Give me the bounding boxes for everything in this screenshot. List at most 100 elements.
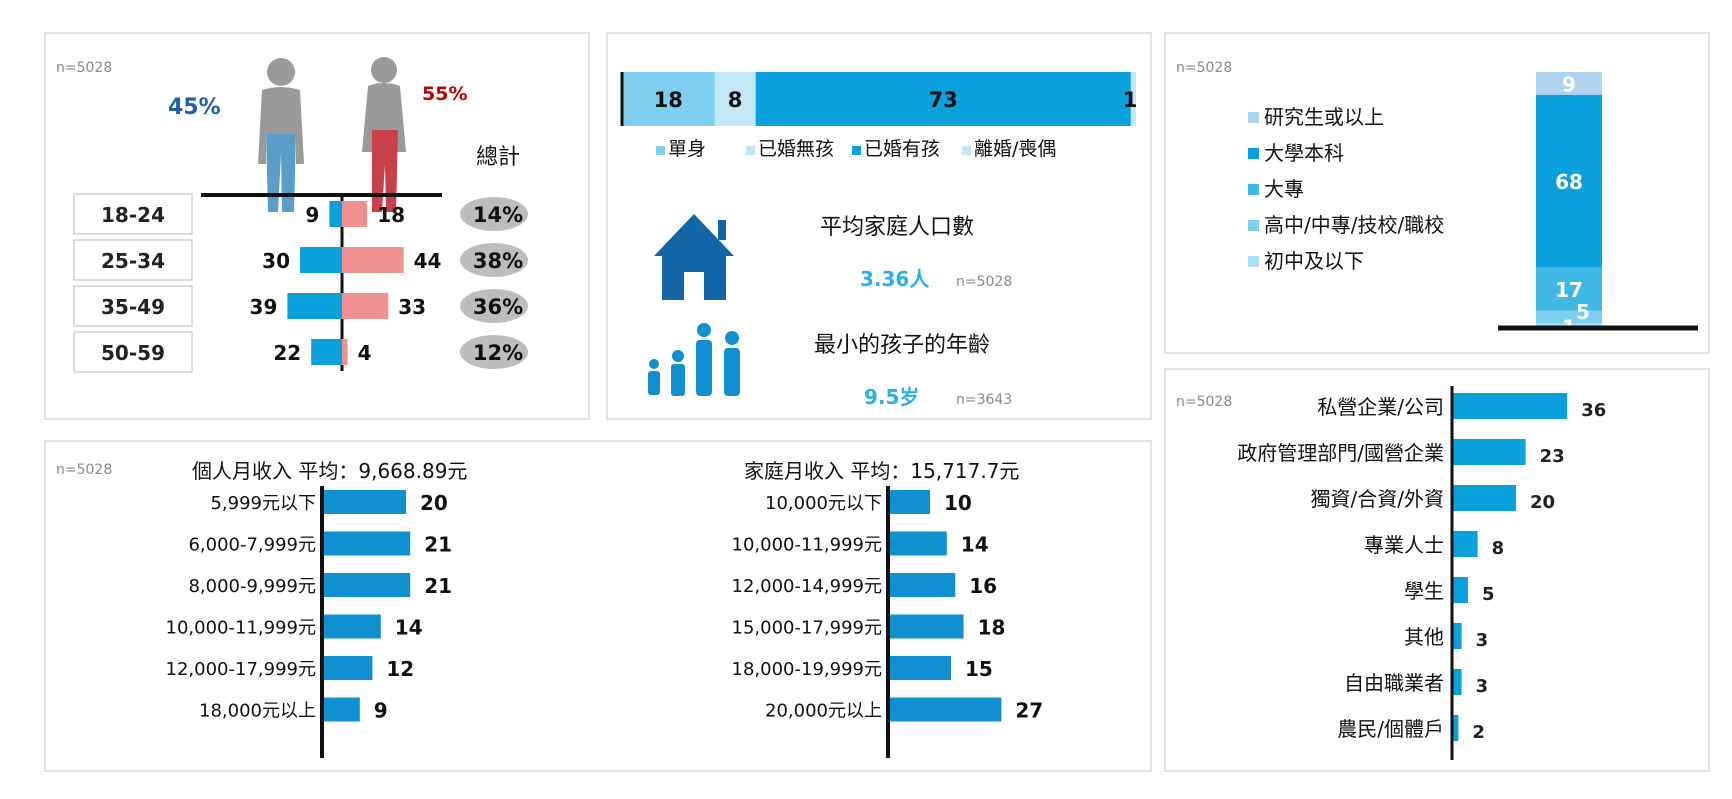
income-bar bbox=[322, 531, 411, 556]
household-income-bars: 10,000元以下 10 10,000-11,999元 14 12,000-14,999… bbox=[732, 486, 1043, 758]
education-segment-label: 17 bbox=[1555, 278, 1583, 302]
gender-age-panel: n=5028 45% 55% 總計 18-24 9 18 14% 25-34 30 44 38… bbox=[44, 32, 590, 420]
age-group-box bbox=[73, 239, 193, 281]
marital-stacked-bar: 18 8 73 1 bbox=[620, 72, 1138, 126]
income-value-label: 21 bbox=[424, 574, 452, 598]
income-bar bbox=[322, 697, 360, 722]
marital-segment-label: 1 bbox=[1123, 88, 1138, 112]
marital-segment-label: 8 bbox=[728, 88, 743, 112]
income-value-label: 18 bbox=[978, 616, 1006, 640]
occupation-bar bbox=[1452, 531, 1478, 557]
legend-label: 已婚無孩 bbox=[758, 138, 834, 160]
house-icon bbox=[654, 214, 734, 300]
legend-swatch bbox=[1248, 148, 1259, 159]
household-income-title: 家庭月收入 平均：15,717.7元 bbox=[744, 459, 1019, 483]
occupation-category-label: 獨資/合資/外資 bbox=[1311, 487, 1444, 511]
male-bar bbox=[300, 247, 342, 273]
marital-segment bbox=[755, 72, 1131, 126]
male-value-label: 39 bbox=[250, 295, 278, 319]
income-category-label: 5,999元以下 bbox=[210, 493, 316, 514]
family-icon bbox=[648, 323, 740, 396]
income-value-label: 10 bbox=[944, 491, 972, 515]
total-value-label: 38% bbox=[473, 249, 523, 273]
education-segment bbox=[1536, 267, 1602, 311]
occupation-bar bbox=[1452, 439, 1526, 465]
personal-income-bars: 5,999元以下 20 6,000-7,999元 21 8,000-9,999元 21 10… bbox=[166, 486, 452, 758]
occupation-panel: n=5028 私營企業/公司 36 政府管理部門/國營企業 23 獨資/合資/外資 20 專… bbox=[1164, 368, 1710, 772]
income-category-label: 8,000-9,999元 bbox=[188, 576, 316, 597]
income-value-label: 12 bbox=[386, 657, 414, 681]
income-category-label: 18,000元以上 bbox=[199, 701, 316, 722]
age-group-box bbox=[73, 193, 193, 235]
education-segment bbox=[1536, 310, 1602, 324]
income-bar bbox=[888, 697, 1002, 722]
sample-size-label: n=5028 bbox=[56, 462, 112, 478]
male-percent: 45% bbox=[168, 95, 221, 120]
legend-label: 大學本科 bbox=[1264, 141, 1344, 165]
income-category-label: 15,000-17,999元 bbox=[732, 618, 882, 639]
legend-label: 大專 bbox=[1264, 177, 1304, 201]
legend-label: 研究生或以上 bbox=[1264, 105, 1384, 129]
sample-size-label: n=5028 bbox=[1176, 60, 1232, 76]
income-category-label: 18,000-19,999元 bbox=[732, 659, 882, 680]
education-segment-label: 9 bbox=[1562, 72, 1576, 96]
income-bar bbox=[322, 614, 381, 639]
occupation-category-label: 政府管理部門/國營企業 bbox=[1237, 441, 1444, 465]
total-badge bbox=[460, 243, 528, 277]
avg-family-size-n: n=5028 bbox=[956, 274, 1012, 290]
occupation-category-label: 私營企業/公司 bbox=[1317, 395, 1444, 419]
female-bar bbox=[342, 293, 389, 319]
total-value-label: 14% bbox=[473, 203, 523, 227]
income-bar bbox=[888, 614, 964, 639]
male-value-label: 30 bbox=[262, 249, 290, 273]
income-value-label: 21 bbox=[424, 533, 452, 557]
legend-label: 已婚有孩 bbox=[864, 138, 940, 160]
legend-label: 離婚/喪偶 bbox=[974, 138, 1056, 160]
income-category-label: 10,000元以下 bbox=[765, 493, 882, 514]
occupation-value-label: 20 bbox=[1530, 492, 1555, 513]
income-value-label: 15 bbox=[965, 657, 993, 681]
income-bar bbox=[322, 573, 411, 597]
income-category-label: 10,000-11,999元 bbox=[732, 535, 882, 556]
total-value-label: 36% bbox=[473, 295, 523, 319]
occupation-bar bbox=[1452, 623, 1462, 649]
personal-income-title: 個人月收入 平均：9,668.89元 bbox=[192, 459, 467, 483]
female-value-label: 44 bbox=[414, 249, 442, 273]
occupation-value-label: 8 bbox=[1492, 538, 1505, 559]
occupation-bar bbox=[1452, 393, 1568, 419]
income-category-label: 12,000-14,999元 bbox=[732, 576, 882, 597]
education-panel: n=5028 研究生或以上 大學本科 大專 高中/中專/技校/職校 初中及以下 9 68 1… bbox=[1164, 32, 1710, 354]
legend-label: 初中及以下 bbox=[1264, 249, 1364, 273]
education-segment bbox=[1536, 323, 1602, 326]
marital-segment-label: 18 bbox=[654, 88, 683, 112]
total-label: 總計 bbox=[476, 145, 520, 170]
male-bar bbox=[311, 339, 342, 365]
education-segment bbox=[1536, 94, 1602, 268]
occupation-value-label: 5 bbox=[1482, 584, 1495, 605]
occupation-category-label: 農民/個體戶 bbox=[1337, 717, 1444, 741]
youngest-child-age-label: 最小的孩子的年齡 bbox=[814, 333, 990, 358]
age-group-label: 18-24 bbox=[101, 203, 165, 227]
legend-swatch bbox=[1248, 112, 1259, 123]
education-segment-label: 5 bbox=[1576, 300, 1590, 324]
female-percent: 55% bbox=[422, 83, 467, 105]
education-segment bbox=[1536, 72, 1602, 95]
occupation-value-label: 36 bbox=[1581, 400, 1606, 421]
income-chart: n=5028 個人月收入 平均：9,668.89元 家庭月收入 平均：15,71… bbox=[56, 459, 1043, 758]
sample-size-label: n=5028 bbox=[56, 60, 112, 76]
marital-segment bbox=[622, 72, 715, 126]
female-value-label: 18 bbox=[377, 203, 405, 227]
legend-swatch bbox=[1248, 220, 1259, 231]
income-value-label: 14 bbox=[961, 533, 989, 557]
income-category-label: 12,000-17,999元 bbox=[166, 659, 316, 680]
legend-swatch bbox=[962, 146, 971, 155]
income-category-label: 6,000-7,999元 bbox=[188, 535, 316, 556]
family-chart: 18 8 73 1 單身 已婚無孩 已婚有孩 離婚/喪偶 平均家庭人口數 3.36人 n=5… bbox=[620, 72, 1138, 409]
male-bar bbox=[329, 201, 342, 227]
legend-swatch bbox=[746, 146, 755, 155]
age-rows: 18-24 9 18 14% 25-34 30 44 38% 35-49 39 33 36% 50-59… bbox=[73, 193, 528, 373]
income-panel: n=5028 個人月收入 平均：9,668.89元 家庭月收入 平均：15,71… bbox=[44, 440, 1152, 772]
occupation-value-label: 3 bbox=[1476, 676, 1489, 697]
